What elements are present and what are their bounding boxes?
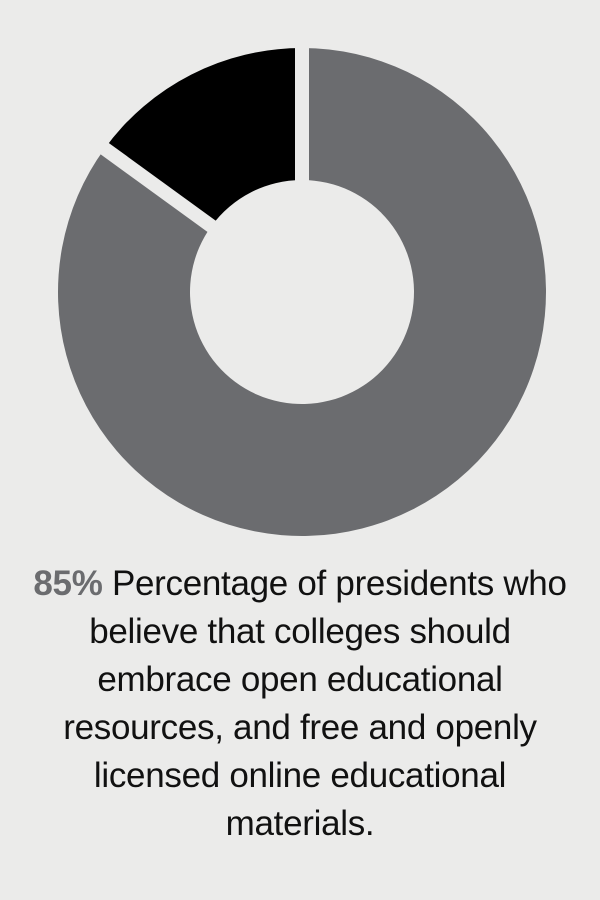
slice-separator (97, 140, 219, 235)
caption: 85% Percentage of presidents who believe… (20, 560, 580, 848)
donut-slice-85 (57, 48, 547, 536)
caption-text: Percentage of presidents who believe tha… (63, 564, 567, 843)
caption-percentage: 85% (33, 564, 103, 603)
donut-chart-area (57, 48, 547, 536)
donut-chart (57, 48, 547, 536)
